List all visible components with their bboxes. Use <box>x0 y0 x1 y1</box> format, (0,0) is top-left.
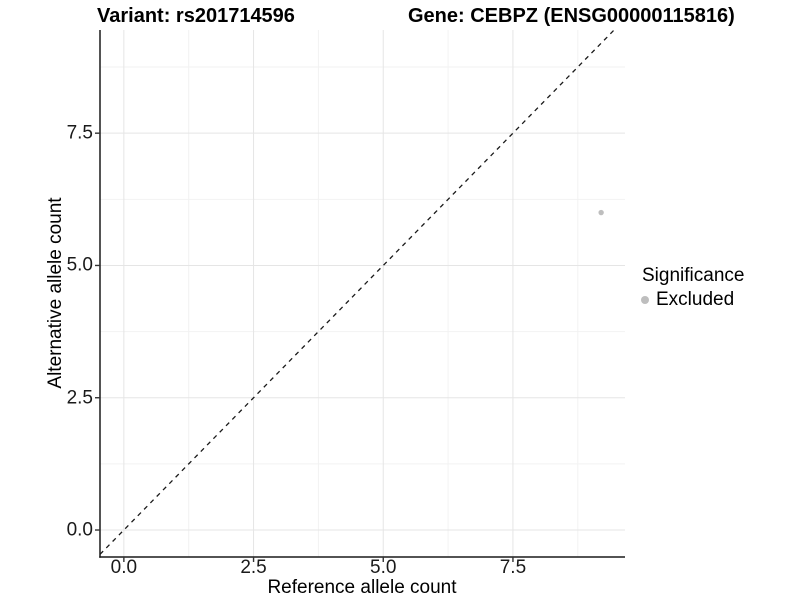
plot-title-gene: Gene: CEBPZ (ENSG00000115816) <box>408 5 735 27</box>
identity-line <box>99 29 615 555</box>
data-point <box>598 209 604 216</box>
x-axis-title: Reference allele count <box>267 577 457 598</box>
y-tick-label: 0.0 <box>66 519 93 541</box>
x-tick-label: 7.5 <box>499 557 527 578</box>
y-axis-title: Alternative allele count <box>45 197 66 389</box>
legend-item-label: Excluded <box>656 289 735 310</box>
y-tick-label: 5.0 <box>66 254 93 276</box>
x-tick-label: 2.5 <box>240 557 267 578</box>
circle-icon <box>641 296 649 304</box>
plot-title-variant: Variant: rs201714596 <box>97 5 295 27</box>
x-tick-label: 0.0 <box>110 557 138 578</box>
y-tick-label: 2.5 <box>66 387 93 409</box>
legend-item-excluded: Excluded <box>641 289 744 311</box>
legend: Significance Excluded <box>641 265 744 311</box>
y-tick-label: 7.5 <box>66 122 93 144</box>
legend-title: Significance <box>642 265 745 286</box>
x-tick-label: 5.0 <box>370 557 397 578</box>
